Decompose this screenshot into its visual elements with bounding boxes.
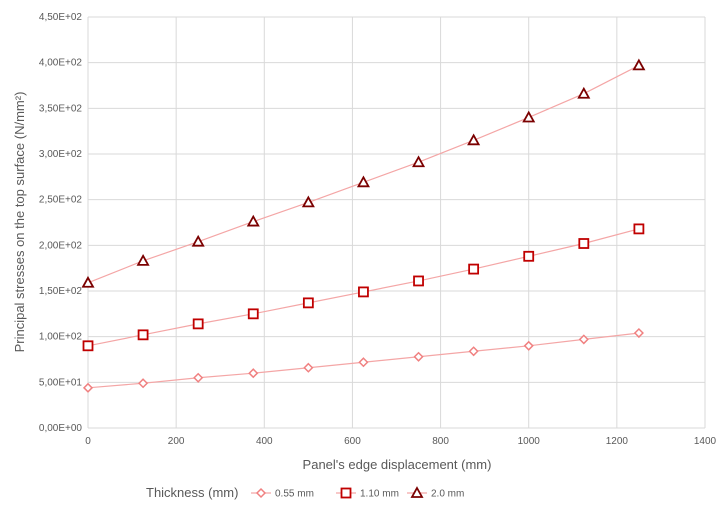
data-point [578,334,589,345]
data-point [412,155,426,168]
data-point [578,238,590,249]
y-tick-label: 1,50E+02 [39,286,83,297]
legend-label: 0.55 mm [275,489,314,500]
data-point [248,368,259,379]
data-point [467,133,481,146]
x-tick-label: 0 [85,436,91,447]
x-tick-label: 1000 [518,436,541,447]
y-tick-label: 2,00E+02 [39,240,83,251]
data-point [632,58,646,71]
data-point [358,286,369,298]
data-point [192,318,204,330]
data-point [468,263,480,275]
data-point [468,346,479,357]
data-point [633,223,645,235]
y-tick-label: 2,50E+02 [39,195,83,206]
data-point [82,382,94,393]
data-point [303,362,314,373]
y-tick-label: 4,50E+02 [39,12,83,23]
legend-marker [410,486,424,498]
y-tick-label: 1,00E+02 [39,332,83,343]
x-tick-label: 1200 [606,436,629,447]
series-group [81,58,646,393]
data-point [358,357,369,368]
series-3 [81,58,646,288]
data-point [356,175,370,188]
y-axis-ticks: 0,00E+00 5,00E+01 1,00E+02 1,50E+02 2,00E+02… [39,12,83,434]
legend: Thickness (mm) 0.55 mm 1.10 mm 2.0 mm [146,485,464,500]
legend-marker [255,487,267,499]
y-tick-label: 4,00E+02 [39,58,83,69]
data-point [191,234,205,247]
y-tick-label: 0,00E+00 [39,423,83,434]
x-tick-label: 200 [168,436,185,447]
series-2 [82,223,645,352]
data-point [577,86,591,99]
data-point [301,195,315,208]
y-tick-label: 5,00E+01 [39,377,83,388]
x-tick-label: 800 [432,436,449,447]
data-point [137,329,149,341]
x-tick-label: 600 [344,436,361,447]
series-1 [82,327,644,393]
grid-lines [87,16,706,429]
data-point [138,378,149,389]
x-tick-label: 400 [256,436,273,447]
data-point [413,275,424,287]
data-point [81,275,95,288]
x-axis-ticks: 0 200 400 600 800 1000 1200 1400 [85,436,716,447]
data-point [82,340,94,352]
data-point [633,327,644,339]
legend-marker [340,487,352,499]
data-point [522,110,536,123]
x-tick-label: 1400 [694,436,717,447]
x-axis-title: Panel's edge displacement (mm) [303,457,492,472]
y-tick-label: 3,50E+02 [39,103,83,114]
y-tick-label: 3,00E+02 [39,149,83,160]
data-point [246,214,260,227]
data-point [136,254,150,266]
data-point [247,308,259,320]
y-axis-title: Principal stresses on the top surface (N… [12,92,27,353]
data-point [193,372,204,383]
legend-title: Thickness (mm) [146,485,238,500]
data-point [302,297,314,309]
data-point [523,340,534,351]
data-point [413,351,424,362]
data-point [523,250,535,262]
legend-label: 1.10 mm [360,489,399,500]
legend-label: 2.0 mm [431,489,464,500]
